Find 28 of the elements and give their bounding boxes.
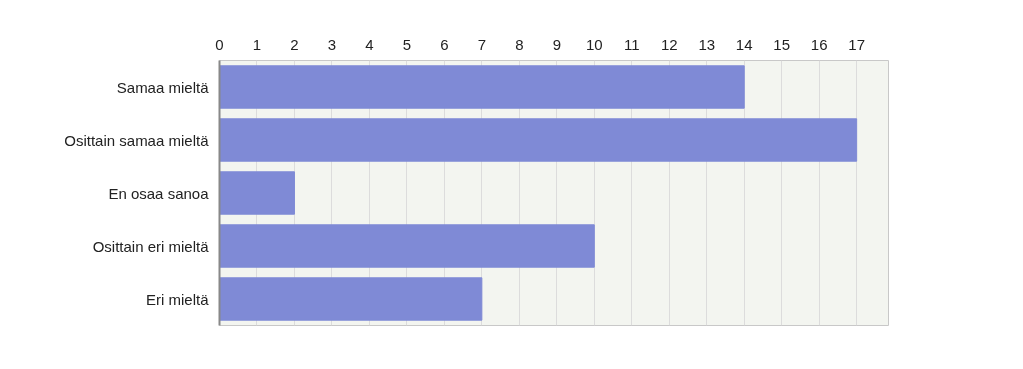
y-tick-label: Osittain eri mieltä: [92, 237, 210, 255]
y-tick-label: En osaa sanoa: [108, 184, 210, 202]
x-tick-label: 7: [477, 35, 487, 53]
x-tick-label: 0: [215, 35, 224, 53]
bar: [219, 171, 295, 215]
x-tick-label: 8: [515, 35, 524, 53]
x-tick-label: 4: [365, 35, 374, 53]
x-tick-label: 17: [848, 35, 865, 53]
bar: [219, 224, 595, 268]
x-tick-label: 2: [290, 35, 299, 53]
x-tick-label: 3: [327, 35, 337, 53]
bar: [219, 277, 483, 321]
x-tick-label: 15: [773, 35, 791, 53]
x-tick-label: 5: [402, 35, 412, 53]
x-tick-label: 14: [735, 35, 753, 53]
x-tick-label: 11: [623, 35, 640, 53]
y-tick-label: Samaa mieltä: [116, 78, 210, 96]
x-tick-label: 1: [252, 35, 262, 53]
bar: [219, 65, 745, 109]
x-tick-label: 13: [698, 35, 716, 53]
x-tick-label: 6: [440, 35, 449, 53]
y-tick-label: Eri mieltä: [145, 290, 210, 308]
x-tick-label: 9: [552, 35, 561, 53]
y-tick-label: Osittain samaa mieltä: [64, 131, 210, 149]
bar: [219, 118, 858, 162]
x-tick-label: 12: [660, 35, 678, 53]
x-tick-label: 10: [585, 35, 603, 53]
x-tick-label: 16: [810, 35, 828, 53]
